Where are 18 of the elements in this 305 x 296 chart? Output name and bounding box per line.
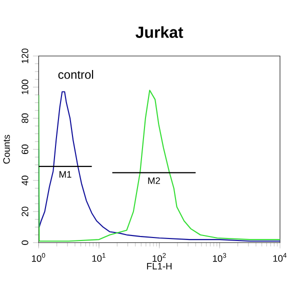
x-tick-label: 10$^{2}$ <box>152 253 166 262</box>
y-tick-label: 100 <box>22 80 28 94</box>
y-tick-label: 120 <box>22 48 28 64</box>
annotation: M1 <box>60 171 72 178</box>
annotation: M2 <box>148 177 160 184</box>
x-tick-label: 10$^{1}$ <box>92 253 106 262</box>
y-tick-label: 80 <box>22 113 28 124</box>
y-tick-label: 40 <box>22 176 28 186</box>
x-tick-label: 10$^{0}$ <box>32 253 46 262</box>
chart-title: Jurkat <box>136 26 184 38</box>
x-tick-label: 10$^{4}$ <box>273 253 287 262</box>
y-tick-label: 20 <box>22 206 28 216</box>
y-tick-label: 0 <box>22 240 28 245</box>
y-tick-label: 60 <box>22 144 28 154</box>
annotation: control <box>58 70 94 79</box>
x-axis-title: FL1-H <box>147 262 172 270</box>
x-tick-label: 10$^{3}$ <box>213 253 226 262</box>
y-axis-title: Counts <box>3 134 10 164</box>
